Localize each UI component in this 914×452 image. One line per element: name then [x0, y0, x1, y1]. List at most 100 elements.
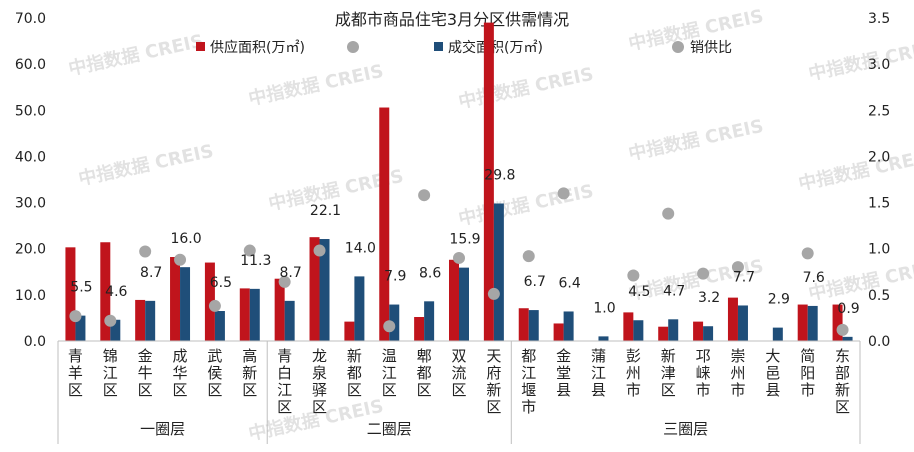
sold-bar	[668, 319, 679, 341]
right-tick-label: 3.0	[868, 57, 890, 73]
sold-value-label: 2.9	[768, 292, 790, 308]
category-label-char: 市	[626, 381, 641, 399]
group-label: 一圈层	[140, 420, 185, 438]
category-label-char: 龙	[312, 347, 327, 365]
category-label-char: 部	[835, 364, 850, 382]
watermark-text-7: 中指数据 CREIS	[626, 115, 765, 165]
sold-bar	[459, 267, 469, 341]
sold-bar	[598, 336, 609, 341]
category-label-char: 新	[242, 364, 257, 382]
ratio-point	[278, 275, 291, 288]
category-label-char: 区	[661, 381, 676, 399]
category-label-char: 津	[661, 364, 676, 382]
category-label-char: 区	[138, 381, 153, 399]
sold-value-label: 29.8	[484, 167, 515, 183]
legend-swatch-ratio	[347, 41, 359, 53]
ratio-point	[627, 269, 640, 282]
category-label-char: 区	[207, 381, 222, 399]
legend-swatch-ratio-2	[672, 41, 684, 53]
ratio-point	[174, 253, 187, 266]
category-label-char: 市	[696, 381, 711, 399]
watermark-text-2: 中指数据 CREIS	[456, 63, 595, 113]
watermark-text-0: 中指数据 CREIS	[66, 30, 205, 80]
category-label-char: 府	[486, 364, 501, 382]
category-label-char: 流	[451, 364, 466, 382]
category-label-char: 泉	[312, 364, 327, 382]
category-label-char: 东	[835, 347, 850, 365]
ratio-point	[418, 189, 431, 202]
category-label-char: 堂	[556, 364, 571, 382]
ratio-point	[731, 261, 744, 274]
ratio-point	[383, 320, 396, 333]
sold-bar	[737, 305, 748, 341]
watermark-text-6: 中指数据 CREIS	[456, 180, 595, 230]
sold-bar	[284, 300, 295, 341]
supply-bar	[623, 312, 634, 341]
category-label-char: 牛	[138, 364, 153, 382]
sold-bar	[493, 203, 504, 341]
ratio-point	[104, 314, 117, 327]
category-label-char: 大	[765, 347, 780, 365]
supply-bar	[274, 278, 285, 341]
sold-bar	[319, 239, 330, 341]
right-tick-label: 0.5	[868, 288, 890, 304]
category-label-char: 金	[138, 347, 153, 365]
category-label-char: 江	[591, 364, 606, 382]
supply-bar	[135, 299, 146, 341]
category-label-char: 简	[800, 347, 815, 365]
sold-value-label: 14.0	[345, 240, 376, 256]
category-label-char: 锦	[103, 347, 118, 365]
category-label-char: 侯	[207, 364, 222, 382]
category-label-char: 县	[556, 381, 571, 399]
ratio-point	[208, 299, 221, 312]
supply-bar	[553, 323, 564, 341]
sold-value-label: 8.6	[419, 265, 441, 281]
sold-value-label: 7.6	[803, 270, 825, 286]
category-label-char: 都	[417, 364, 432, 382]
group-label: 二圈层	[367, 420, 412, 438]
sold-bar	[389, 304, 400, 341]
supply-bar	[449, 259, 459, 341]
category-label-char: 区	[382, 381, 397, 399]
right-y-axis: 0.0 0.5 1.0 1.5 2.0 2.5 3.0 3.5	[868, 11, 890, 350]
supply-bar	[379, 107, 390, 341]
data-labels: 5.5 4.6 8.7 16.0 6.5 11.3 8.7 22.1 14.0 7.9 8.6 15.…	[70, 167, 859, 316]
ratio-point	[453, 251, 465, 264]
left-y-axis: 0.0 10.0 20.0 30.0 40.0 50.0 60.0 70.0	[15, 11, 46, 350]
category-label-char: 市	[800, 381, 815, 399]
sold-bar	[214, 311, 225, 341]
sold-value-label: 4.5	[628, 284, 650, 300]
ratio-point	[139, 245, 152, 258]
supply-bar	[309, 237, 320, 341]
sold-bar	[633, 320, 644, 341]
category-label-char: 驿	[312, 381, 327, 399]
sold-bar	[110, 319, 121, 341]
category-label-char: 江	[521, 364, 536, 382]
category-label-char: 堰	[521, 381, 536, 399]
sold-value-label: 6.5	[210, 275, 232, 291]
left-tick-label: 40.0	[15, 149, 46, 165]
sold-bar	[354, 276, 365, 341]
sold-value-label: 1.0	[593, 300, 615, 316]
supply-bar	[239, 288, 250, 341]
left-tick-label: 10.0	[15, 288, 46, 304]
sold-value-label: 11.3	[240, 253, 271, 269]
legend-label-supply: 供应面积(万㎡)	[210, 39, 305, 56]
ratio-point	[836, 323, 849, 336]
supply-bar	[204, 262, 215, 341]
category-label-char: 新	[661, 347, 676, 365]
category-label-char: 郫	[417, 347, 432, 365]
category-label-char: 新	[486, 381, 501, 399]
category-label-char: 青	[68, 347, 83, 365]
category-label-char: 崇	[730, 347, 745, 365]
sold-value-label: 6.4	[558, 275, 580, 291]
category-label-char: 羊	[68, 364, 83, 382]
bars	[65, 22, 853, 341]
category-label-char: 天	[486, 347, 501, 365]
category-label-char: 县	[591, 381, 606, 399]
ratio-point	[801, 247, 814, 260]
left-tick-label: 70.0	[15, 11, 46, 27]
category-label-char: 蒲	[591, 347, 606, 365]
sold-bar	[563, 311, 574, 341]
